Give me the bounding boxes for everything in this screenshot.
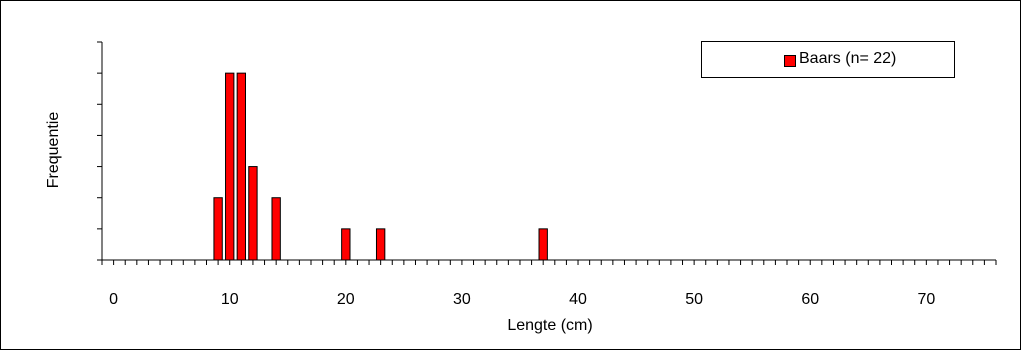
bar	[225, 72, 235, 261]
x-tick-label: 10	[221, 291, 239, 308]
x-tick-label: 50	[685, 291, 703, 308]
x-tick-label: 0	[109, 291, 118, 308]
x-tick-label: 70	[917, 291, 935, 308]
x-tick-label: 40	[569, 291, 587, 308]
x-tick-label: 20	[337, 291, 355, 308]
x-axis-label: Lengte (cm)	[507, 317, 593, 334]
bar	[271, 197, 281, 261]
bar	[236, 72, 247, 261]
bar	[248, 166, 258, 261]
bar	[341, 228, 351, 261]
bar	[375, 228, 386, 261]
legend-swatch	[784, 55, 796, 67]
x-tick-label: 30	[453, 291, 471, 308]
legend-label: Baars (n= 22)	[799, 50, 897, 67]
legend: Baars (n= 22)	[701, 41, 955, 78]
bar	[213, 197, 223, 261]
x-tick-label: 60	[801, 291, 819, 308]
bar	[538, 228, 548, 261]
y-axis-label: Frequentie	[45, 111, 62, 189]
